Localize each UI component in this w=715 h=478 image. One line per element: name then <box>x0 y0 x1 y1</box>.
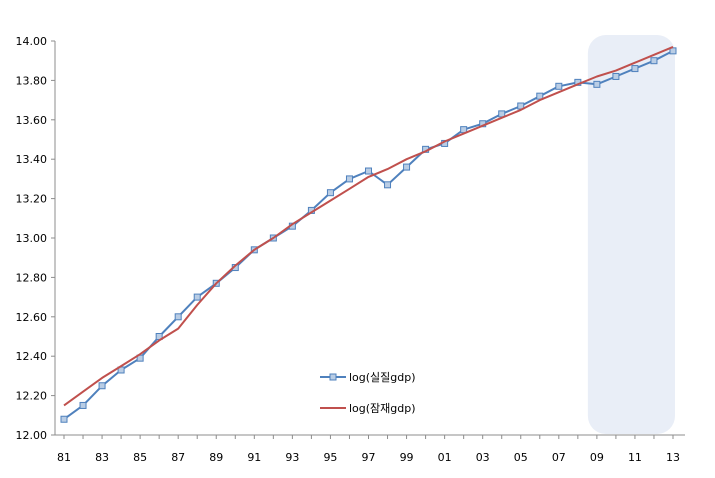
x-tick-label: 87 <box>171 451 185 464</box>
data-point <box>650 57 658 65</box>
x-tick-label: 89 <box>209 451 223 464</box>
x-tick-label: 93 <box>285 451 299 464</box>
x-tick-label: 11 <box>628 451 642 464</box>
x-tick-label: 81 <box>57 451 71 464</box>
data-point <box>555 82 563 90</box>
data-point <box>631 65 639 73</box>
data-point <box>98 382 106 390</box>
y-tick-label: 13.00 <box>16 232 48 245</box>
data-point <box>403 163 411 171</box>
y-tick-label: 12.00 <box>16 429 48 442</box>
x-tick-label: 07 <box>552 451 566 464</box>
x-tick-label: 97 <box>362 451 376 464</box>
y-tick-label: 13.80 <box>16 74 48 87</box>
x-tick-label: 13 <box>666 451 680 464</box>
y-tick-label: 13.60 <box>16 114 48 127</box>
y-tick-label: 14.00 <box>16 35 48 48</box>
data-point <box>345 175 353 183</box>
legend-marker-0 <box>329 373 337 381</box>
x-tick-label: 85 <box>133 451 147 464</box>
data-point <box>193 293 201 301</box>
legend-label-1: log(잠재gdp) <box>349 402 416 415</box>
data-point <box>79 401 87 409</box>
shaded-region <box>587 35 675 434</box>
legend-label-0: log(실질gdp) <box>349 371 416 384</box>
y-tick-label: 13.40 <box>16 153 48 166</box>
data-point <box>60 415 68 423</box>
data-point <box>174 313 182 321</box>
y-tick-label: 12.40 <box>16 350 48 363</box>
x-tick-label: 83 <box>95 451 109 464</box>
series-line-0 <box>63 50 674 421</box>
series-line-1 <box>63 45 674 407</box>
y-tick-label: 12.80 <box>16 271 48 284</box>
data-point <box>326 189 334 197</box>
x-tick-label: 95 <box>323 451 337 464</box>
data-point <box>593 80 601 88</box>
data-point <box>365 167 372 175</box>
x-tick-label: 09 <box>590 451 604 464</box>
x-tick-label: 91 <box>247 451 261 464</box>
y-tick-label: 12.60 <box>16 311 48 324</box>
data-point <box>384 181 392 189</box>
y-tick-label: 12.20 <box>16 390 48 403</box>
data-point <box>612 72 620 80</box>
y-tick-label: 13.20 <box>16 193 48 206</box>
x-tick-label: 03 <box>476 451 490 464</box>
x-tick-label: 01 <box>438 451 452 464</box>
x-tick-label: 99 <box>400 451 414 464</box>
x-tick-label: 05 <box>514 451 528 464</box>
